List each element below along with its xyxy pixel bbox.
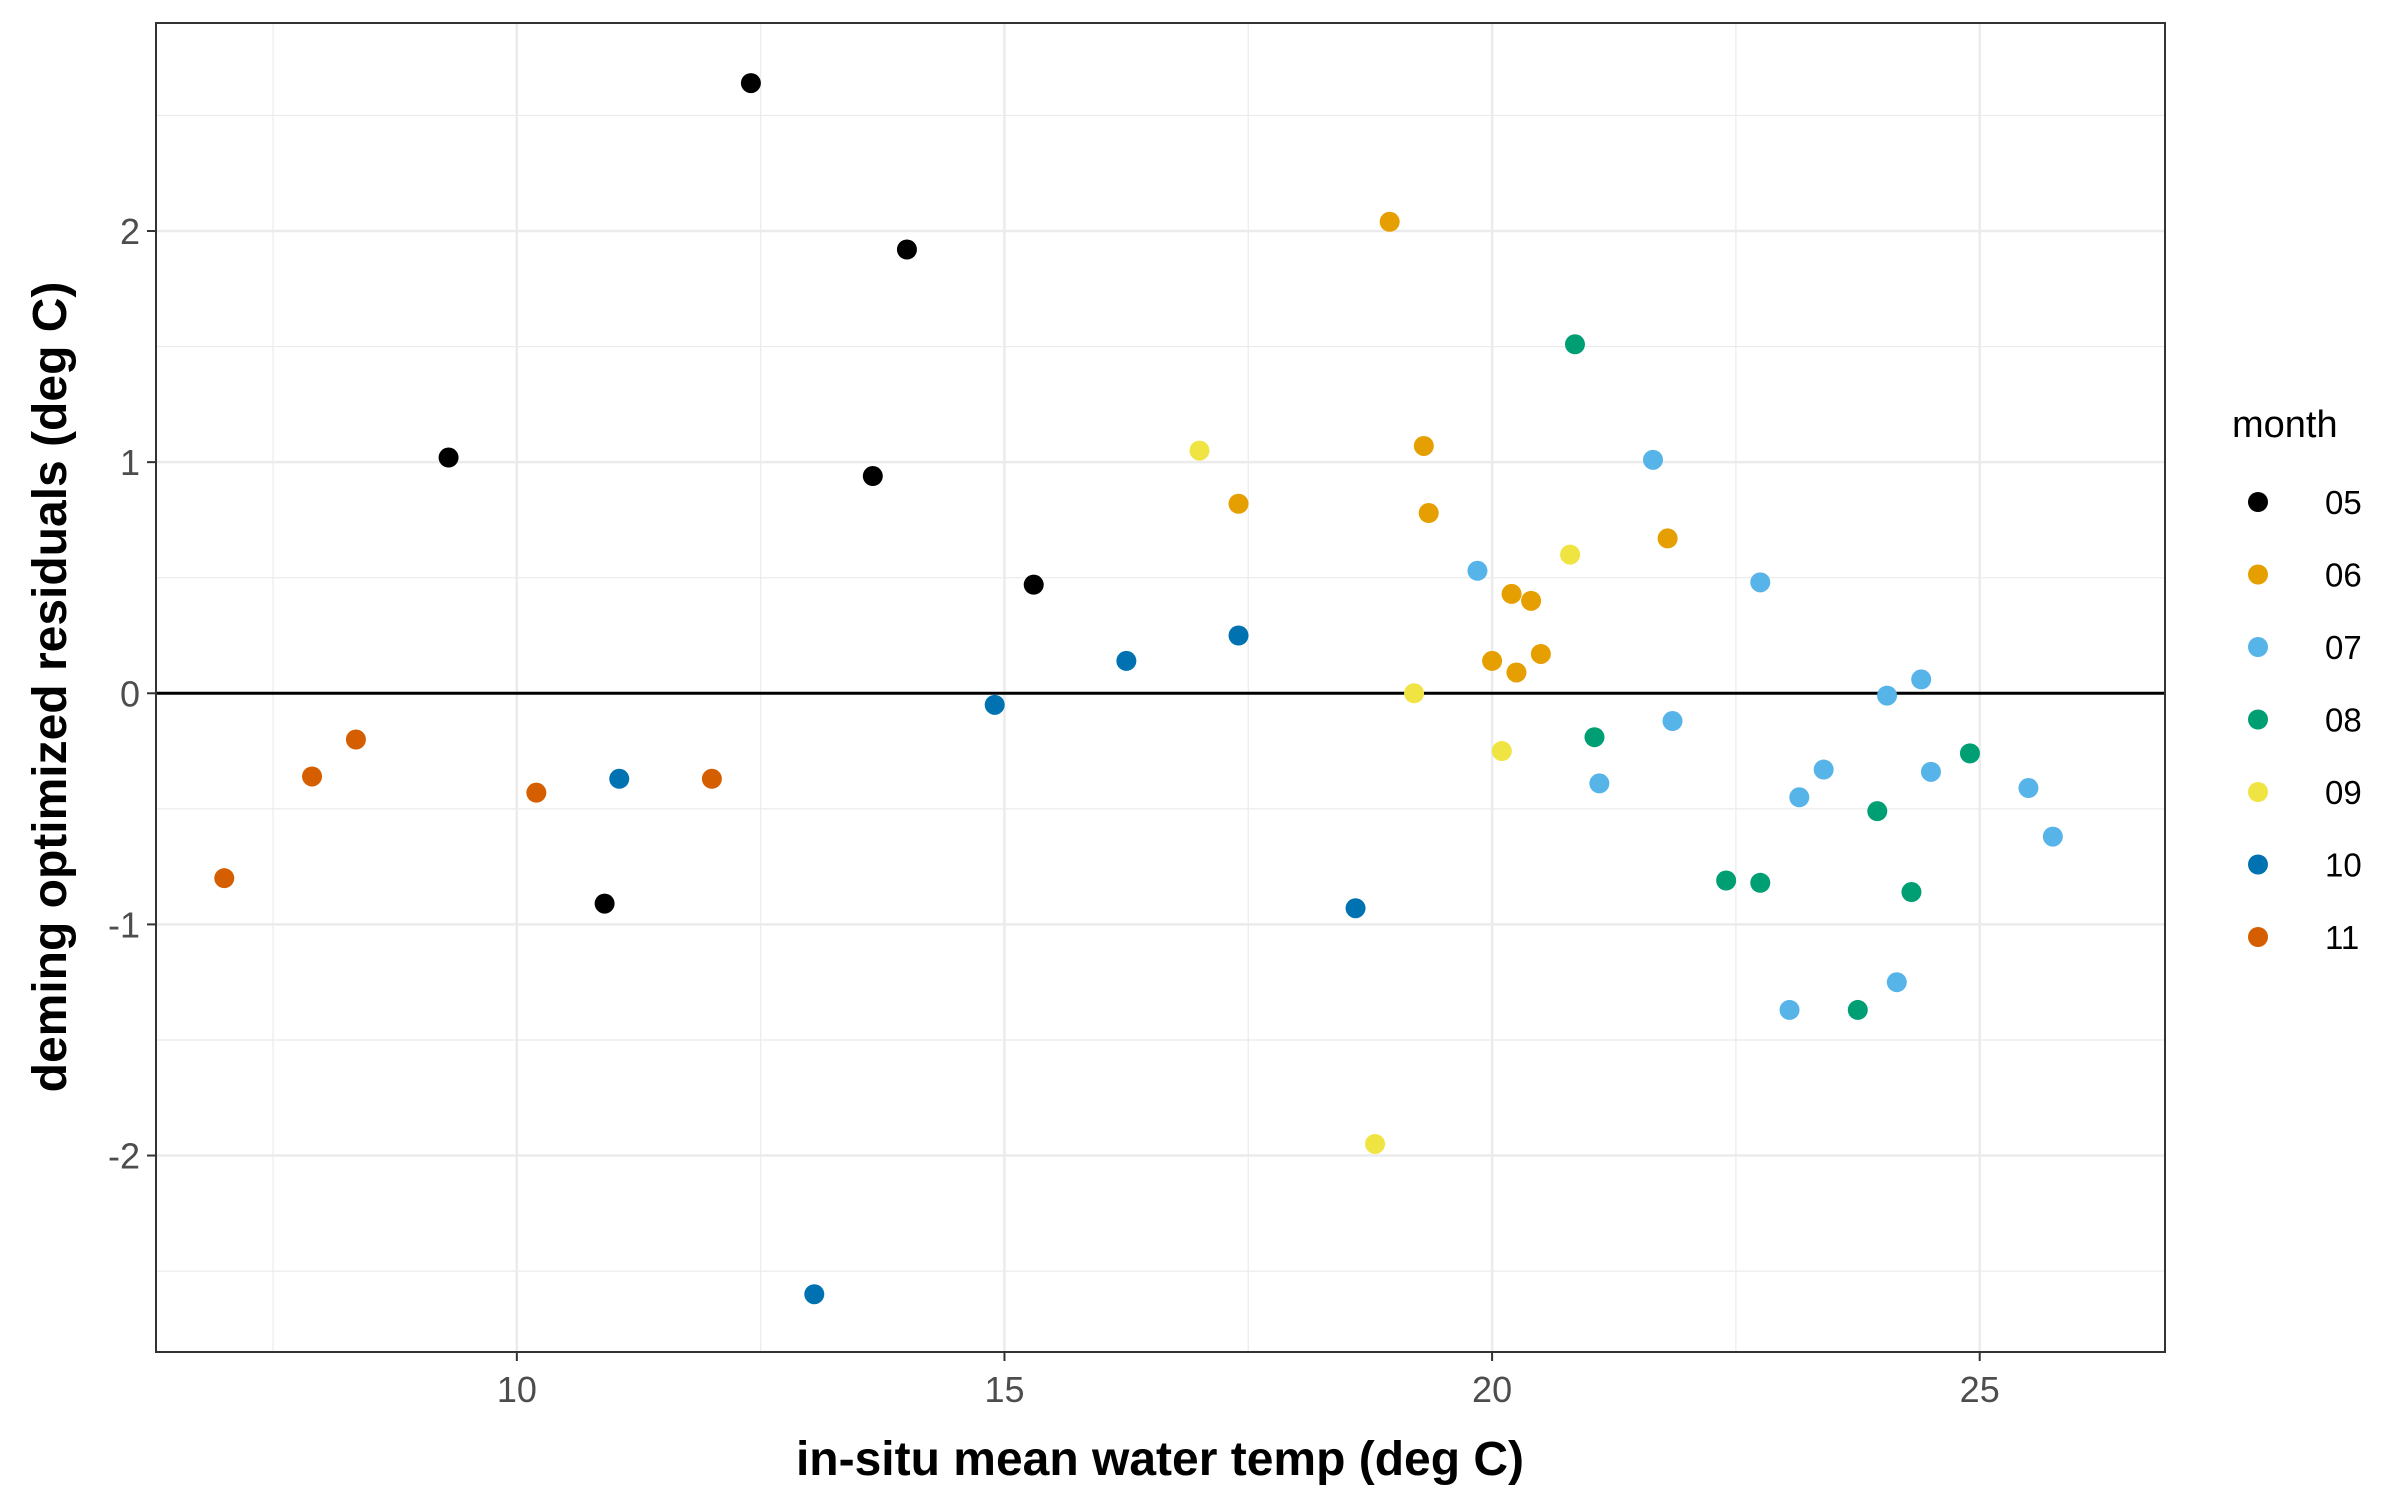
legend-items: 05 06 07 08 09 10 11 <box>2248 484 2362 956</box>
x-tick-label: 10 <box>497 1369 537 1410</box>
point-month-09 <box>1365 1133 1386 1154</box>
y-tick-label: -1 <box>108 904 140 945</box>
point-month-07 <box>1642 449 1663 470</box>
legend-key-month-11 <box>2248 927 2268 947</box>
point-month-06 <box>1482 650 1503 671</box>
point-month-07 <box>1750 572 1771 593</box>
y-axis-title: deming optimized residuals (deg C) <box>24 282 77 1093</box>
legend-key-month-06 <box>2248 564 2268 585</box>
point-month-06 <box>1379 211 1400 232</box>
legend-key-month-05 <box>2248 492 2268 512</box>
legend-key-month-10 <box>2248 854 2268 875</box>
point-month-10 <box>609 768 630 789</box>
legend-title: month <box>2232 404 2338 446</box>
point-month-07 <box>1877 685 1898 706</box>
point-month-11 <box>701 768 722 789</box>
point-month-11 <box>345 729 366 750</box>
point-month-07 <box>1920 761 1941 782</box>
x-tick-label: 15 <box>984 1369 1024 1410</box>
point-month-07 <box>1911 669 1932 690</box>
legend-label-month-10: 10 <box>2325 847 2362 884</box>
point-month-05 <box>740 73 761 94</box>
point-month-05 <box>896 239 917 260</box>
point-month-09 <box>1404 683 1425 704</box>
y-tick-label: -2 <box>108 1136 140 1177</box>
legend-key-month-08 <box>2248 709 2268 730</box>
point-month-06 <box>1521 590 1542 611</box>
legend-label-month-06: 06 <box>2325 557 2362 594</box>
point-month-07 <box>1789 787 1810 808</box>
point-month-05 <box>862 466 883 487</box>
point-month-06 <box>1530 643 1551 664</box>
point-month-08 <box>1584 727 1605 748</box>
point-month-07 <box>1662 711 1683 732</box>
point-month-05 <box>1023 574 1044 595</box>
x-tick-label: 20 <box>1472 1369 1512 1410</box>
point-month-08 <box>1716 870 1737 891</box>
point-month-06 <box>1501 583 1522 604</box>
legend-key-month-07 <box>2248 637 2268 657</box>
point-month-07 <box>1886 972 1907 993</box>
legend-key-month-09 <box>2248 782 2268 802</box>
y-tick-label: 0 <box>120 673 140 714</box>
plot-panel-border <box>155 22 2166 1353</box>
y-axis-ticks: -2 -1 0 1 2 <box>108 211 156 1177</box>
x-tick-label: 25 <box>1960 1369 2000 1410</box>
point-month-06 <box>1506 662 1527 683</box>
x-axis-title: in-situ mean water temp (deg C) <box>796 1433 1524 1486</box>
point-month-06 <box>1413 435 1434 456</box>
plot-panel-background <box>156 23 2165 1352</box>
point-month-10 <box>984 694 1005 715</box>
point-month-07 <box>1813 759 1834 780</box>
data-points <box>214 73 2063 1305</box>
legend-label-month-05: 05 <box>2325 484 2362 521</box>
y-tick-label: 2 <box>120 211 140 252</box>
legend-label-month-09: 09 <box>2325 774 2362 811</box>
point-month-11 <box>526 782 547 803</box>
point-month-09 <box>1560 544 1581 565</box>
y-tick-label: 1 <box>120 442 140 483</box>
point-month-09 <box>1491 741 1512 762</box>
point-month-07 <box>1467 560 1488 581</box>
point-month-11 <box>302 766 323 787</box>
legend-label-month-08: 08 <box>2325 702 2362 739</box>
point-month-10 <box>1345 898 1366 919</box>
point-month-10 <box>804 1284 825 1305</box>
point-month-08 <box>1564 334 1585 355</box>
point-month-08 <box>1750 872 1771 893</box>
legend: month 05 06 07 08 09 10 11 <box>2232 404 2362 956</box>
point-month-07 <box>1589 773 1610 794</box>
point-month-08 <box>1847 999 1868 1020</box>
point-month-05 <box>594 893 615 914</box>
point-month-06 <box>1657 528 1678 549</box>
point-month-07 <box>2018 778 2039 799</box>
point-month-11 <box>214 868 235 889</box>
point-month-06 <box>1418 502 1439 523</box>
point-month-08 <box>1901 882 1922 903</box>
point-month-10 <box>1116 650 1137 671</box>
point-month-07 <box>2042 826 2063 847</box>
point-month-08 <box>1867 801 1888 822</box>
point-month-07 <box>1779 999 1800 1020</box>
legend-label-month-07: 07 <box>2325 629 2362 666</box>
point-month-08 <box>1959 743 1980 764</box>
point-month-10 <box>1228 625 1249 646</box>
legend-label-month-11: 11 <box>2325 919 2359 956</box>
x-axis-ticks: 10 15 20 25 <box>497 1352 2000 1410</box>
point-month-05 <box>438 447 459 468</box>
point-month-09 <box>1189 440 1210 461</box>
point-month-06 <box>1228 493 1249 514</box>
